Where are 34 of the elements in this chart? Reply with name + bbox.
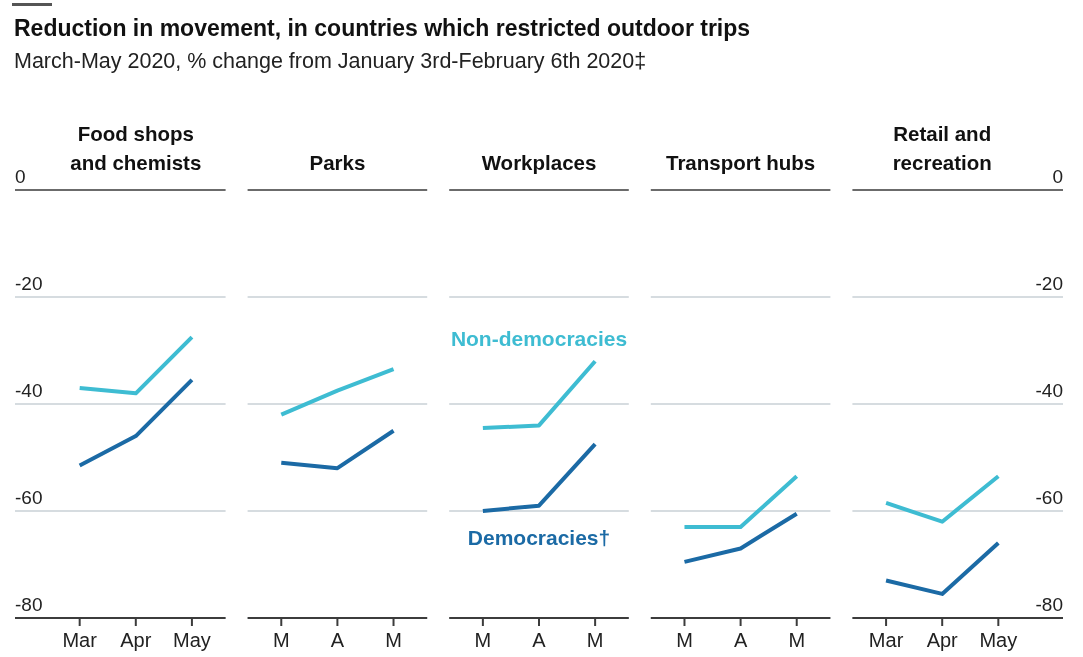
y-tick-label: -80: [1035, 594, 1063, 615]
chart-title: Parks: [309, 151, 366, 174]
chart-title: Food shops and chemists: [70, 122, 202, 174]
x-tick-label: M: [788, 629, 806, 651]
x-tick-label: May: [979, 629, 1018, 651]
x-tick-label: A: [532, 629, 547, 651]
chart-title: Workplaces: [481, 151, 597, 174]
chart-title: Transport hubs: [665, 151, 816, 174]
y-tick-label: -40: [1035, 380, 1063, 401]
x-tick-label: May: [173, 629, 211, 651]
y-tick-label: -60: [15, 487, 43, 508]
text: Reduction in movement, in countries which restricted outdoor trips: [14, 15, 751, 41]
text: March-May 2020, % change from January 3rd-February 6th 2020‡: [14, 49, 647, 73]
x-tick-label: Apr: [120, 629, 152, 651]
y-tick-label: -80: [15, 594, 43, 615]
x-tick-label: A: [733, 629, 748, 651]
x-tick-label: Mar: [62, 629, 98, 651]
x-tick-label: Mar: [868, 629, 904, 651]
x-tick-label: Apr: [926, 629, 959, 651]
x-tick-label: M: [385, 629, 402, 651]
series-label: Democracies†: [467, 526, 611, 549]
y-tick-label: -20: [15, 273, 43, 294]
series-label: Non-democracies: [450, 327, 628, 351]
x-tick-label: M: [272, 629, 290, 651]
x-tick-label: A: [330, 629, 345, 651]
x-tick-label: M: [474, 629, 492, 651]
chart-title: Retail and recreation: [892, 122, 992, 174]
y-tick-label: -40: [15, 380, 43, 401]
y-tick-label: 0: [1052, 166, 1063, 187]
x-tick-label: M: [676, 629, 693, 651]
y-tick-label: 0: [15, 166, 26, 187]
y-tick-label: -20: [1035, 273, 1063, 294]
y-tick-label: -60: [1035, 487, 1063, 508]
x-tick-label: M: [586, 629, 604, 651]
